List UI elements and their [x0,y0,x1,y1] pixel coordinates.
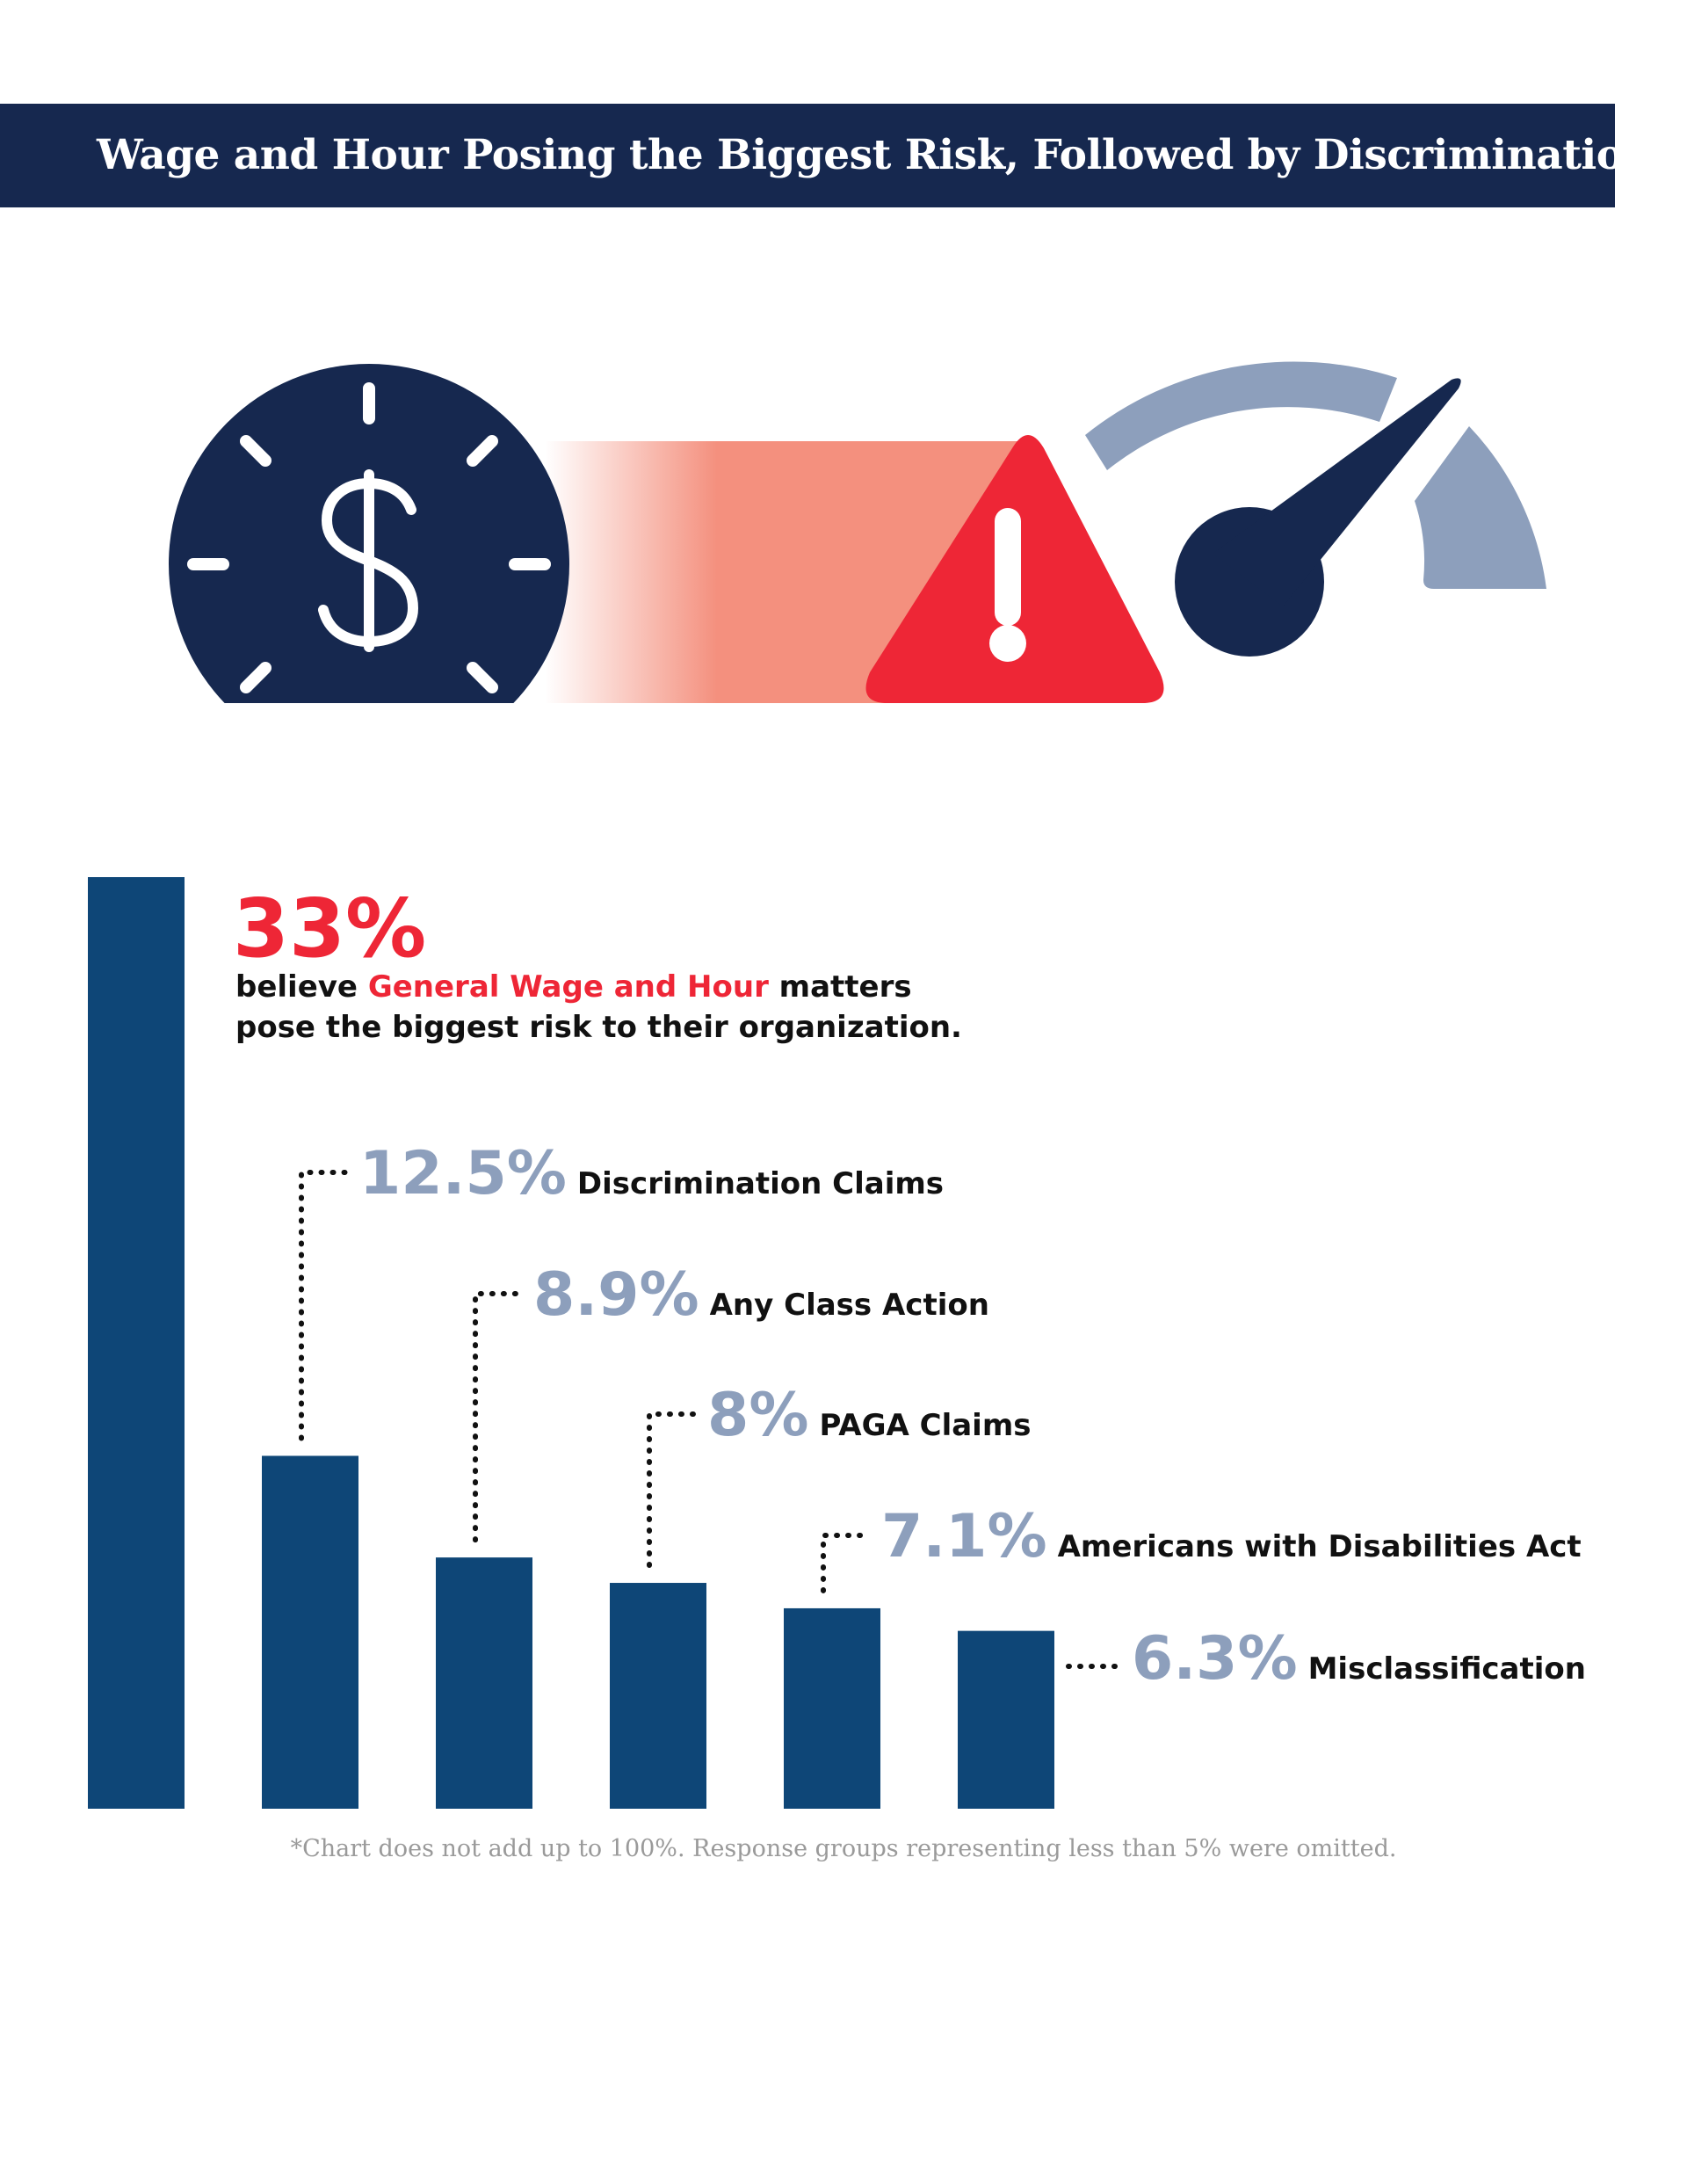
value-label-any-class-action: 8.9% [533,1260,699,1330]
label-discrimination-claims: 12.5% Discrimination Claims [359,1139,944,1208]
callout-percentage: 33% [233,882,426,976]
bar-misclassification [958,1630,1054,1809]
category-label-any-class-action: Any Class Action [710,1288,989,1323]
category-label-discrimination-claims: Discrimination Claims [577,1166,944,1201]
bar-discrimination-claims [262,1455,358,1809]
bar-paga-claims [610,1583,706,1809]
callout-line-2: pose the biggest risk to their organizat… [235,1010,962,1045]
category-label-paga-claims: PAGA Claims [819,1408,1031,1443]
value-label-paga-claims: 8% [707,1381,808,1450]
page-title: Wage and Hour Posing the Biggest Risk, F… [97,131,1654,179]
bar-americans-with-disabilities-act [784,1607,880,1809]
warning-triangle-icon [865,435,1164,703]
icons-row [169,361,1546,703]
callout-line-1: believe General Wage and Hour matters [235,969,912,1005]
label-americans-with-disabilities-act: 7.1% Americans with Disabilities Act [881,1502,1582,1571]
speedometer-gauge-icon [1085,361,1546,657]
callout-line-1-pre: believe [235,969,368,1005]
value-label-americans-with-disabilities-act: 7.1% [881,1502,1047,1571]
callout-line-1-post: matters [769,969,912,1005]
leader-any-class-action [473,1291,522,1543]
label-any-class-action: 8.9% Any Class Action [533,1260,989,1330]
header-bar: Wage and Hour Posing the Biggest Risk, F… [0,104,1654,207]
bar-any-class-action [436,1557,532,1809]
category-label-americans-with-disabilities-act: Americans with Disabilities Act [1058,1529,1582,1564]
category-label-misclassification: Misclassification [1308,1651,1586,1687]
label-paga-claims: 8% PAGA Claims [707,1381,1032,1450]
value-label-discrimination-claims: 12.5% [359,1139,567,1208]
leader-paga-claims [647,1411,696,1569]
callout-highlight: General Wage and Hour [368,969,769,1005]
value-label-misclassification: 6.3% [1132,1624,1298,1694]
leader-discrimination-claims [299,1170,348,1441]
dollar-clock-icon [169,364,569,703]
bar-general-wage-and-hour [88,877,185,1809]
leader-americans-with-disabilities-act [821,1533,870,1593]
footnote: *Chart does not add up to 100%. Response… [290,1835,1397,1862]
label-misclassification: 6.3% Misclassification [1132,1624,1586,1694]
